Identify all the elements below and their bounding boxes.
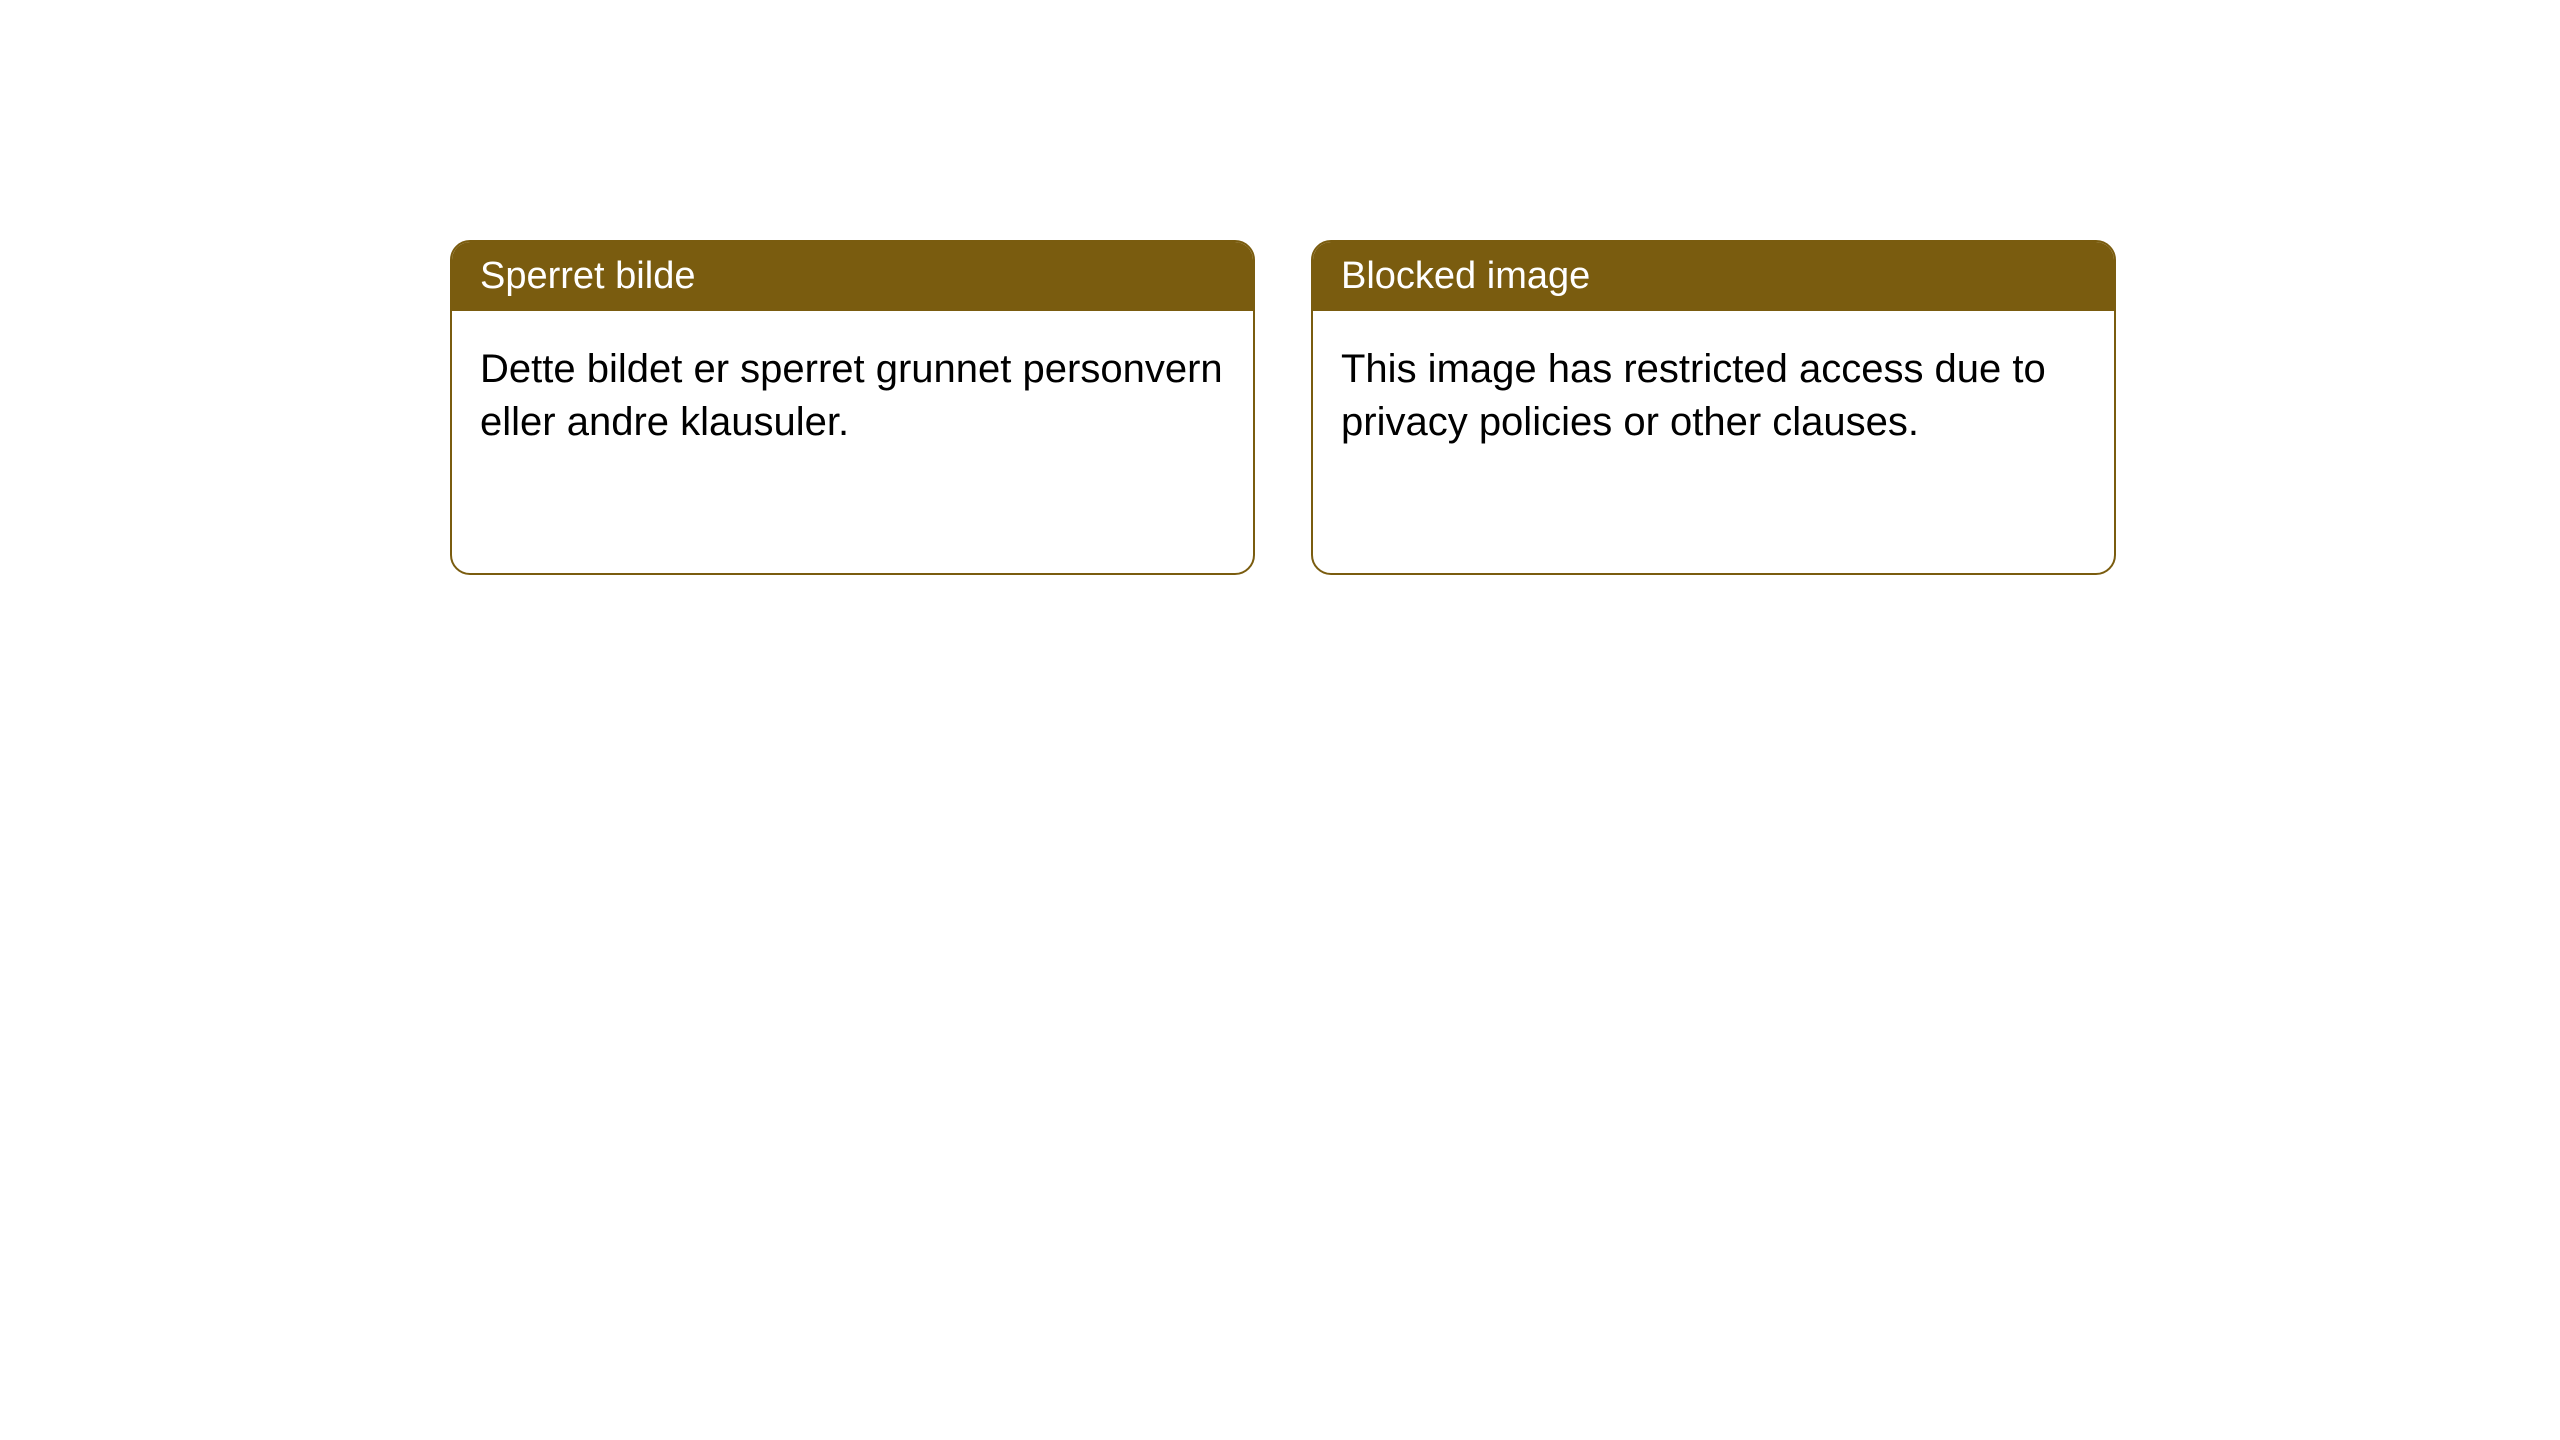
notice-body-english: This image has restricted access due to … — [1313, 311, 2114, 481]
notice-card-english: Blocked image This image has restricted … — [1311, 240, 2116, 575]
notice-title-norwegian: Sperret bilde — [452, 242, 1253, 311]
notice-body-norwegian: Dette bildet er sperret grunnet personve… — [452, 311, 1253, 481]
notice-card-norwegian: Sperret bilde Dette bildet er sperret gr… — [450, 240, 1255, 575]
notice-title-english: Blocked image — [1313, 242, 2114, 311]
notice-container: Sperret bilde Dette bildet er sperret gr… — [0, 0, 2560, 575]
